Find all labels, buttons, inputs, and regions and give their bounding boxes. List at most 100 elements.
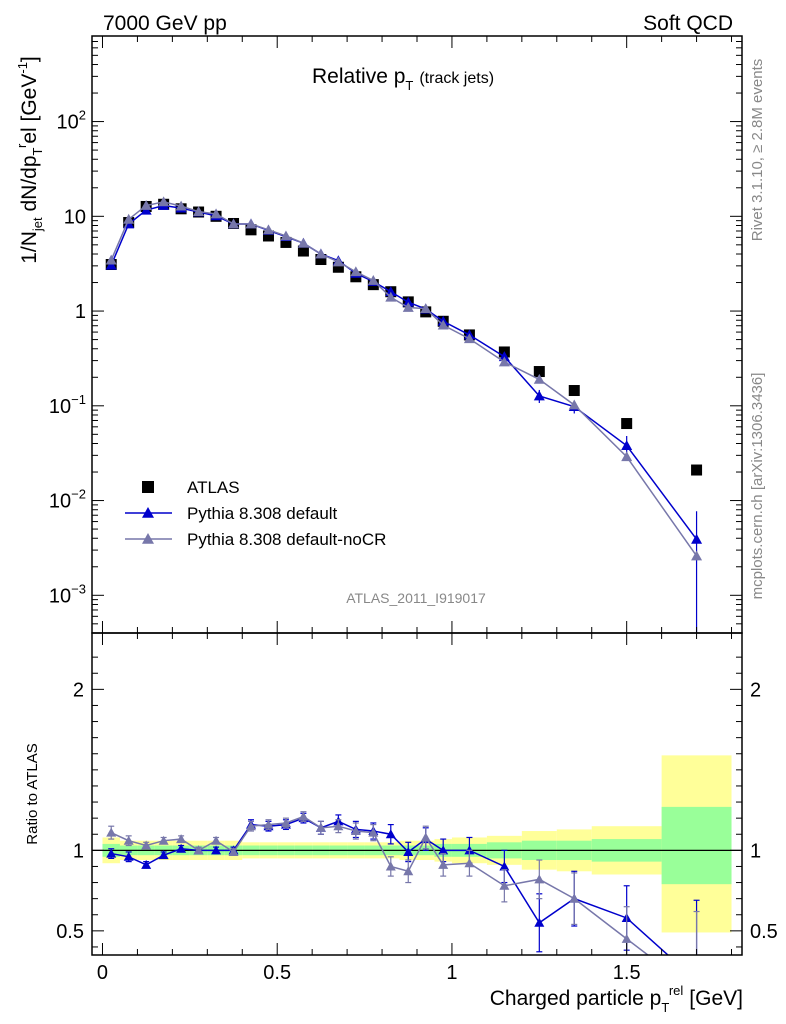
data-point — [498, 356, 510, 367]
rivet-version-label: Rivet 3.1.10, ≥ 2.8M events — [749, 59, 766, 242]
ratio-point — [333, 821, 344, 831]
ratio-y-tick-label: 2 — [73, 679, 84, 701]
data-point — [105, 254, 117, 265]
ratio-point — [403, 866, 414, 876]
legend-marker-square — [142, 481, 154, 493]
legend-entry: ATLAS — [142, 478, 240, 497]
data-point — [123, 213, 135, 224]
ratio-point — [464, 858, 475, 868]
ratio-y-tick-label: 0.5 — [56, 921, 84, 943]
data-point — [621, 440, 633, 451]
header-right-label: Soft QCD — [643, 12, 733, 35]
data-point — [332, 261, 344, 273]
y-tick-label: 10−2 — [49, 487, 86, 513]
ratio-point — [123, 851, 134, 861]
ratio-point — [193, 845, 204, 855]
ratio-point — [280, 817, 291, 827]
x-axis-label: Charged particle pTrel [GeV] — [490, 983, 743, 1015]
x-axis-label-main: Charged particle p — [490, 987, 662, 1010]
ratio-point — [211, 845, 222, 855]
ratio-series-pythia-8-308-default-nocr — [106, 811, 700, 955]
y-tick-label: 10 — [64, 206, 86, 228]
data-point — [402, 302, 414, 312]
data-point — [245, 224, 257, 236]
ratio-point — [438, 859, 449, 869]
data-point — [385, 291, 397, 302]
ratio-point — [403, 846, 414, 856]
legend-entry: Pythia 8.308 default-noCR — [125, 530, 386, 549]
series-line — [110, 201, 698, 557]
data-point — [228, 218, 240, 229]
ratio-y-tick-label: 1 — [73, 840, 84, 862]
data-point — [533, 366, 545, 378]
legend: ATLAS Pythia 8.308 default Pythia 8.308 de… — [125, 478, 386, 549]
data-point — [498, 351, 510, 362]
data-point — [193, 206, 205, 217]
ratio-point — [385, 829, 396, 839]
x-axis-label-sup: rel — [669, 983, 684, 998]
data-point — [621, 451, 633, 462]
data-point — [691, 464, 703, 476]
x-tick-label: 0.5 — [263, 962, 291, 984]
data-point — [691, 550, 703, 561]
series-atlas — [105, 198, 703, 476]
data-point — [350, 266, 362, 277]
data-point — [315, 254, 327, 266]
ratio-point — [158, 850, 169, 860]
ratio-point — [158, 835, 169, 845]
ratio-point — [176, 843, 187, 853]
legend-label: Pythia 8.308 default — [187, 504, 338, 523]
ratio-point — [499, 880, 510, 890]
ratio-point — [246, 821, 257, 831]
data-point — [568, 399, 580, 410]
ratio-y-tick-label-right: 0.5 — [750, 921, 778, 943]
data-point — [297, 245, 309, 257]
data-point — [280, 236, 292, 248]
data-point — [262, 224, 274, 235]
analysis-watermark: ATLAS_2011_I919017 — [346, 590, 486, 606]
data-point — [533, 390, 545, 401]
ratio-point — [534, 917, 545, 927]
ratio-y-axis-label: Ratio to ATLAS — [24, 743, 41, 844]
ratio-point — [569, 893, 580, 903]
ratio-point — [368, 827, 379, 837]
data-point — [367, 275, 379, 285]
x-tick-label: 0 — [97, 962, 108, 984]
x-tick-label: 1 — [446, 962, 457, 984]
ratio-point — [106, 848, 117, 858]
data-point — [280, 230, 292, 241]
ratio-point — [141, 859, 152, 869]
data-point — [297, 237, 309, 248]
data-point — [691, 533, 703, 544]
ratio-point — [385, 861, 396, 871]
ratio-point — [106, 827, 117, 837]
plot-title-suffix: (track jets) — [419, 70, 494, 87]
plot-title-sub: T — [405, 78, 413, 93]
data-point — [105, 259, 117, 270]
mcplots-label: mcplots.cern.ch [arXiv:1306.3436] — [749, 373, 766, 600]
data-point — [158, 196, 170, 207]
series-pythia-8-308-default-nocr — [105, 196, 703, 561]
header-left-label: 7000 GeV pp — [103, 12, 227, 35]
data-point — [315, 248, 327, 259]
data-point — [437, 319, 449, 330]
y-tick-label: 102 — [57, 108, 86, 134]
ratio-point — [298, 811, 309, 821]
legend-label: ATLAS — [187, 478, 240, 497]
ratio-band-inner — [661, 806, 732, 885]
plot-title: Relative pT (track jets) — [312, 65, 494, 93]
data-point — [568, 385, 580, 397]
ratio-point — [228, 846, 239, 856]
data-point — [533, 373, 545, 384]
main-y-axis-label: 1/Njet dN/dpTrel [GeV-1] — [14, 56, 45, 264]
data-point — [175, 200, 187, 211]
ratio-point — [123, 835, 134, 845]
ratio-y-tick-label-right: 1 — [750, 840, 761, 862]
ratio-point — [692, 976, 702, 985]
ratio-point — [263, 819, 274, 829]
data-point — [245, 218, 257, 229]
ratio-point — [621, 933, 632, 943]
data-point — [140, 200, 152, 210]
ratio-point — [211, 835, 222, 845]
